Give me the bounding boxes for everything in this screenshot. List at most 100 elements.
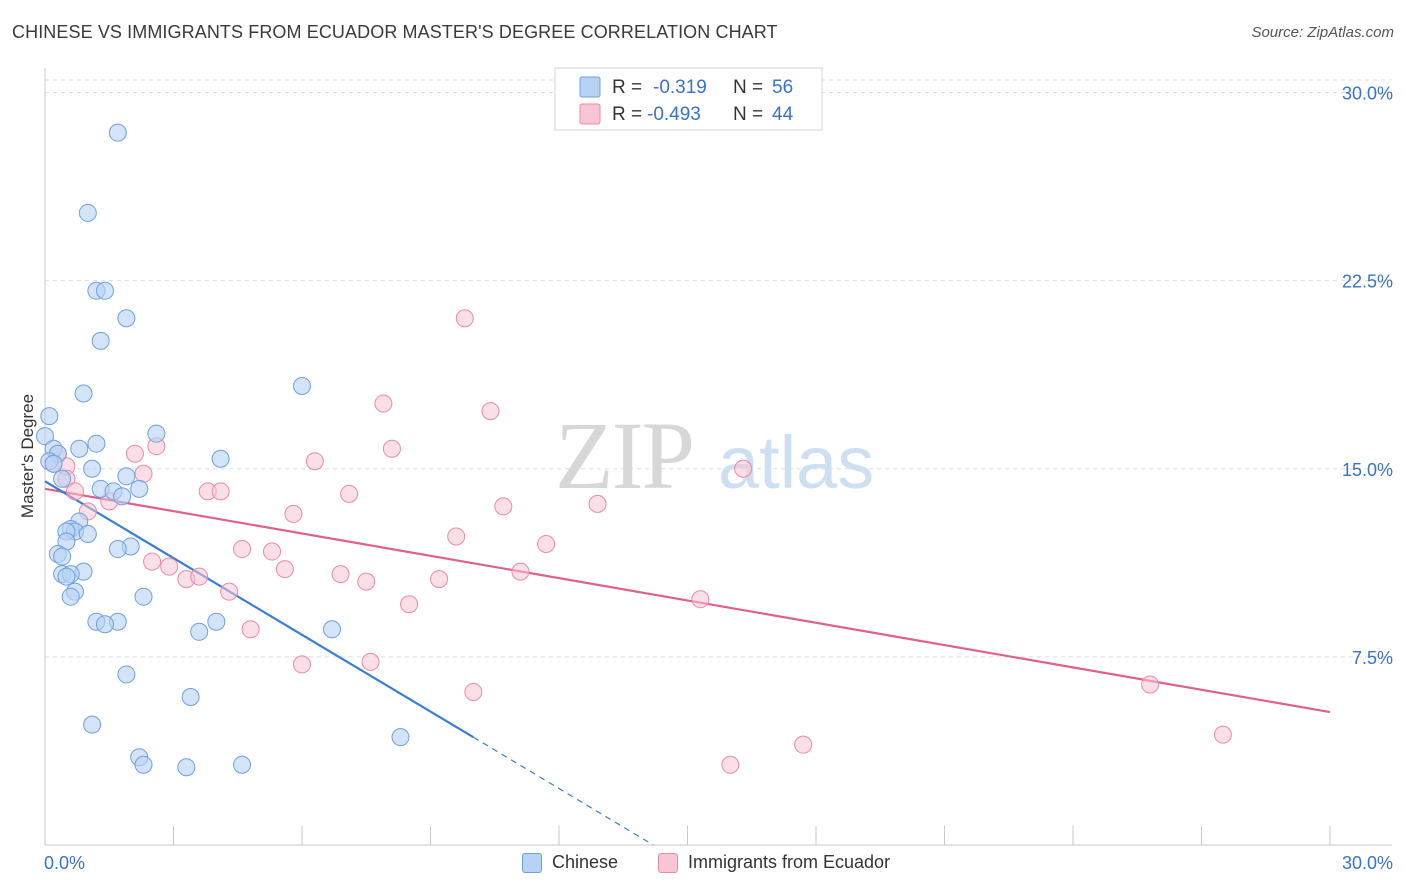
- legend-top-r-value-chinese: -0.319: [653, 77, 707, 98]
- point-chinese: [207, 612, 226, 631]
- point-chinese: [83, 459, 102, 478]
- legend-swatch-ecuador: [658, 852, 678, 873]
- point-chinese: [53, 547, 72, 566]
- point-ecuador: [455, 309, 474, 328]
- point-chinese: [181, 688, 200, 707]
- trend-layer: [44, 480, 1331, 846]
- point-chinese: [233, 755, 252, 774]
- point-chinese: [78, 524, 97, 543]
- grid-layer: [45, 79, 1392, 658]
- point-chinese: [117, 665, 136, 684]
- point-chinese: [293, 377, 311, 395]
- point-chinese: [78, 203, 97, 222]
- legend-label-ecuador: Immigrants from Ecuador: [688, 852, 891, 872]
- legend-item-chinese[interactable]: Chinese: [522, 852, 618, 873]
- legend-top-n-value-chinese: 56: [772, 77, 793, 98]
- point-ecuador: [284, 504, 303, 523]
- points-layer: [36, 123, 1232, 777]
- source-label: Source: ZipAtlas.com: [1251, 24, 1394, 41]
- point-ecuador: [211, 482, 230, 501]
- point-ecuador: [241, 620, 260, 639]
- point-ecuador: [447, 527, 466, 546]
- point-chinese: [108, 540, 127, 559]
- y-axis-title: Master's Degree: [18, 394, 37, 518]
- legend-top: R = -0.319 N = 56 R = -0.493 N = 44: [554, 67, 823, 131]
- point-chinese: [134, 587, 153, 606]
- point-chinese: [87, 434, 106, 453]
- point-chinese: [134, 755, 153, 774]
- legend-top-n-value-ecuador: 44: [772, 104, 794, 125]
- point-chinese: [113, 487, 132, 506]
- point-ecuador: [65, 482, 84, 501]
- trendline-chinese-extension: [473, 736, 654, 846]
- point-chinese: [57, 567, 76, 586]
- point-ecuador: [263, 542, 282, 561]
- point-ecuador: [331, 565, 350, 584]
- legend-top-swatch-chinese: [579, 76, 601, 98]
- point-chinese: [74, 384, 93, 403]
- point-ecuador: [400, 595, 419, 614]
- watermark: ZIP atlas: [555, 402, 874, 509]
- point-chinese: [177, 758, 196, 777]
- point-ecuador: [721, 755, 740, 774]
- point-ecuador: [143, 552, 162, 571]
- point-ecuador: [293, 655, 311, 674]
- point-chinese: [130, 479, 149, 498]
- legend-top-r-label-ecuador: R =: [612, 104, 642, 125]
- point-ecuador: [511, 562, 530, 581]
- watermark-zip: ZIP: [555, 402, 693, 509]
- point-ecuador: [430, 570, 449, 589]
- point-chinese: [95, 281, 114, 300]
- point-ecuador: [361, 652, 380, 671]
- point-ecuador: [190, 567, 209, 586]
- point-chinese: [147, 424, 166, 443]
- point-chinese: [95, 615, 114, 634]
- point-ecuador: [691, 590, 710, 609]
- point-chinese: [108, 123, 127, 142]
- legend-top-n-label-ecuador: N =: [733, 104, 763, 125]
- point-chinese: [91, 331, 110, 350]
- y-tick-label: 22.5%: [1342, 272, 1393, 292]
- y-tick-label: 7.5%: [1352, 648, 1393, 668]
- legend-top-r-value-ecuador: -0.493: [647, 104, 701, 125]
- x-tick-label: 0.0%: [44, 853, 85, 873]
- point-chinese: [211, 449, 230, 468]
- y-tick-label: 15.0%: [1342, 460, 1393, 480]
- y-tick-label: 30.0%: [1342, 84, 1393, 104]
- point-ecuador: [275, 560, 294, 579]
- chart-title: CHINESE VS IMMIGRANTS FROM ECUADOR MASTE…: [12, 22, 778, 42]
- point-ecuador: [1213, 725, 1232, 744]
- point-ecuador: [1141, 675, 1160, 694]
- legend-top-n-label-chinese: N =: [733, 77, 763, 98]
- point-chinese: [190, 622, 209, 641]
- point-chinese: [391, 728, 410, 747]
- point-chinese: [44, 454, 63, 473]
- point-ecuador: [588, 494, 607, 513]
- point-ecuador: [794, 735, 813, 754]
- point-chinese: [322, 620, 341, 639]
- point-ecuador: [305, 452, 324, 471]
- point-ecuador: [125, 444, 144, 463]
- point-ecuador: [374, 394, 393, 413]
- point-chinese: [61, 587, 80, 606]
- point-chinese: [117, 467, 136, 486]
- point-chinese: [117, 309, 136, 328]
- point-ecuador: [233, 540, 252, 559]
- point-ecuador: [494, 497, 513, 516]
- point-chinese: [53, 469, 72, 488]
- point-ecuador: [734, 459, 753, 478]
- point-ecuador: [340, 484, 359, 503]
- legend-item-ecuador[interactable]: Immigrants from Ecuador: [658, 852, 890, 873]
- point-chinese: [36, 427, 54, 446]
- trendline-chinese: [44, 480, 474, 739]
- point-chinese: [83, 715, 102, 734]
- legend-top-swatch-ecuador: [579, 103, 601, 125]
- point-ecuador: [464, 683, 483, 701]
- legend-swatch-chinese: [522, 852, 542, 873]
- point-ecuador: [481, 402, 500, 421]
- legend-top-r-label-chinese: R =: [612, 77, 642, 98]
- legend-bottom: Chinese Immigrants from Ecuador: [0, 852, 1406, 878]
- point-ecuador: [220, 582, 239, 601]
- trendline-ecuador: [44, 487, 1331, 714]
